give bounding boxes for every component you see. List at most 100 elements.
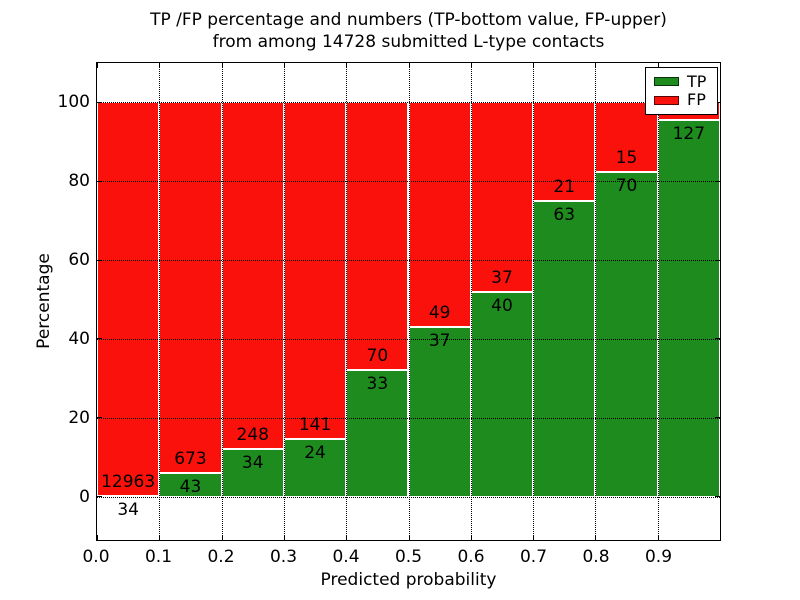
y-tick-label: 80 — [68, 170, 90, 191]
x-tick-mark — [470, 63, 472, 68]
gridline-vertical — [657, 63, 659, 540]
fp-count-label: 15 — [615, 148, 638, 168]
ticks-layer — [97, 63, 720, 540]
x-tick-mark — [221, 535, 223, 540]
fp-count-label: 12963 — [101, 471, 156, 492]
x-tick-mark — [159, 63, 161, 68]
y-tick-mark — [97, 338, 102, 340]
fp-count-label: 673 — [174, 448, 207, 469]
plot-area: 12963 34 673 43 248 34 141 24 70 33 49 37 37 40 21 63 15… — [96, 62, 721, 541]
legend-label-tp: TP — [687, 71, 707, 91]
tp-count-label: 24 — [304, 443, 326, 464]
tp-count-label: 34 — [117, 499, 139, 520]
x-tick-mark — [283, 63, 285, 68]
legend-label-fp: FP — [687, 90, 706, 110]
bar-fp-segment — [159, 102, 222, 473]
y-tick-mark — [715, 496, 720, 498]
y-tick-mark — [715, 259, 720, 261]
legend-item-fp: FP — [654, 92, 709, 108]
gridline-vertical — [533, 63, 535, 540]
tp-count-label: 63 — [553, 204, 576, 225]
tp-count-label: 70 — [615, 175, 638, 196]
fp-count-label: 141 — [298, 415, 332, 436]
fp-count-label: 21 — [553, 176, 576, 197]
y-axis-tick-labels: 0 20 40 60 80 100 — [0, 62, 90, 541]
y-tick-mark — [97, 417, 102, 419]
x-tick-mark — [159, 535, 161, 540]
y-tick-mark — [97, 496, 102, 498]
y-tick-mark — [97, 180, 102, 182]
bar-tp-segment — [533, 200, 596, 497]
x-tick-label: 0.9 — [644, 547, 673, 567]
tp-count-label: 37 — [428, 331, 451, 352]
x-tick-mark — [346, 63, 348, 68]
gridline-vertical — [470, 63, 472, 540]
bar-tp-segment — [595, 171, 658, 497]
x-tick-label: 0.6 — [457, 547, 485, 567]
gridline-vertical — [595, 63, 597, 540]
x-axis-label: Predicted probability — [320, 570, 497, 590]
bar-fp-segment — [97, 102, 160, 496]
x-tick-label: 0.3 — [269, 547, 298, 567]
x-tick-mark — [533, 535, 535, 540]
legend-item-tp: TP — [654, 71, 709, 91]
y-tick-label: 0 — [79, 487, 90, 508]
x-tick-label: 0.7 — [519, 547, 548, 567]
gridline-vertical — [408, 63, 410, 540]
x-tick-mark — [657, 535, 659, 540]
x-tick-mark — [346, 535, 348, 540]
bars-layer — [97, 63, 720, 540]
y-tick-mark — [97, 101, 102, 103]
x-tick-mark — [221, 63, 223, 68]
x-tick-mark — [408, 535, 410, 540]
x-tick-mark — [533, 63, 535, 68]
x-tick-label: 0.2 — [207, 547, 235, 567]
grid-layer — [97, 63, 720, 540]
y-tick-label: 60 — [68, 249, 90, 270]
bar-fp-segment — [346, 102, 409, 371]
y-tick-mark — [97, 259, 102, 261]
fp-swatch-icon — [654, 95, 679, 105]
x-tick-label: 0.5 — [394, 547, 423, 567]
x-tick-mark — [595, 63, 597, 68]
tp-count-label: 34 — [241, 453, 264, 474]
fp-count-label: 37 — [491, 267, 513, 288]
y-tick-mark — [715, 338, 720, 340]
x-tick-label: 0.0 — [82, 547, 110, 567]
y-tick-mark — [715, 417, 720, 419]
gridline-vertical — [283, 63, 285, 540]
tp-swatch-icon — [654, 77, 679, 87]
x-tick-mark — [470, 535, 472, 540]
fp-count-label: 70 — [366, 346, 389, 367]
bar-tp-segment — [657, 120, 720, 497]
x-tick-mark — [97, 535, 98, 540]
x-tick-mark — [657, 63, 659, 68]
gridline-vertical — [346, 63, 348, 540]
x-tick-label: 0.1 — [144, 547, 173, 567]
x-tick-mark — [408, 63, 410, 68]
tp-count-label: 33 — [366, 374, 389, 395]
x-tick-label: 0.4 — [332, 547, 360, 567]
gridline-vertical — [159, 63, 161, 540]
tp-count-label: 40 — [491, 295, 513, 316]
x-tick-mark — [595, 535, 597, 540]
y-tick-mark — [715, 180, 720, 182]
legend: TP FP — [645, 67, 718, 115]
chart-title-line1: TP /FP percentage and numbers (TP-bottom… — [150, 10, 667, 30]
x-axis-tick-labels: 0.0 0.1 0.2 0.3 0.4 0.5 0.6 0.7 0.8 0.9 — [82, 547, 721, 569]
fp-count-label: 49 — [428, 303, 451, 324]
x-tick-label: 0.8 — [582, 547, 610, 567]
fp-count-label: 248 — [236, 425, 269, 446]
chart-title: TP /FP percentage and numbers (TP-bottom… — [96, 9, 721, 53]
x-tick-mark — [283, 535, 285, 540]
y-tick-label: 20 — [68, 408, 90, 429]
bar-labels-layer: 12963 34 673 43 248 34 141 24 70 33 49 37 37 40 21 63 15… — [97, 63, 720, 540]
y-axis-label: Percentage — [34, 253, 54, 349]
y-tick-label: 40 — [68, 329, 90, 350]
tp-count-label: 127 — [672, 124, 706, 145]
chart-title-line2: from among 14728 submitted L-type contac… — [212, 32, 605, 52]
gridline-vertical — [221, 63, 223, 540]
tp-count-label: 43 — [179, 476, 202, 497]
bar-tp-segment — [408, 327, 471, 497]
